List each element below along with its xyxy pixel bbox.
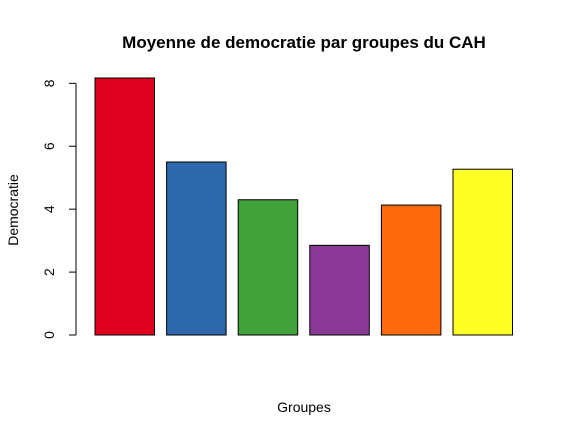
y-tick-label: 4 — [41, 205, 57, 213]
bar-group-3 — [237, 199, 299, 336]
bar-group-2 — [166, 161, 227, 336]
bar-group-1 — [94, 77, 155, 336]
bar-group-5 — [380, 204, 442, 336]
y-tick-label: 2 — [41, 268, 57, 276]
chart-title: Moyenne de democratie par groupes du CAH — [122, 33, 486, 52]
y-axis: 0 2 4 6 8 — [41, 79, 77, 339]
y-tick-label: 0 — [41, 331, 57, 339]
y-tick-label: 8 — [41, 79, 57, 87]
bar-group-4 — [309, 244, 370, 336]
y-tick-label: 6 — [41, 142, 57, 150]
y-axis-label: Democratie — [5, 174, 21, 246]
bar-group-6 — [452, 168, 513, 336]
bars-group — [94, 77, 513, 336]
x-axis-label: Groupes — [277, 399, 331, 415]
